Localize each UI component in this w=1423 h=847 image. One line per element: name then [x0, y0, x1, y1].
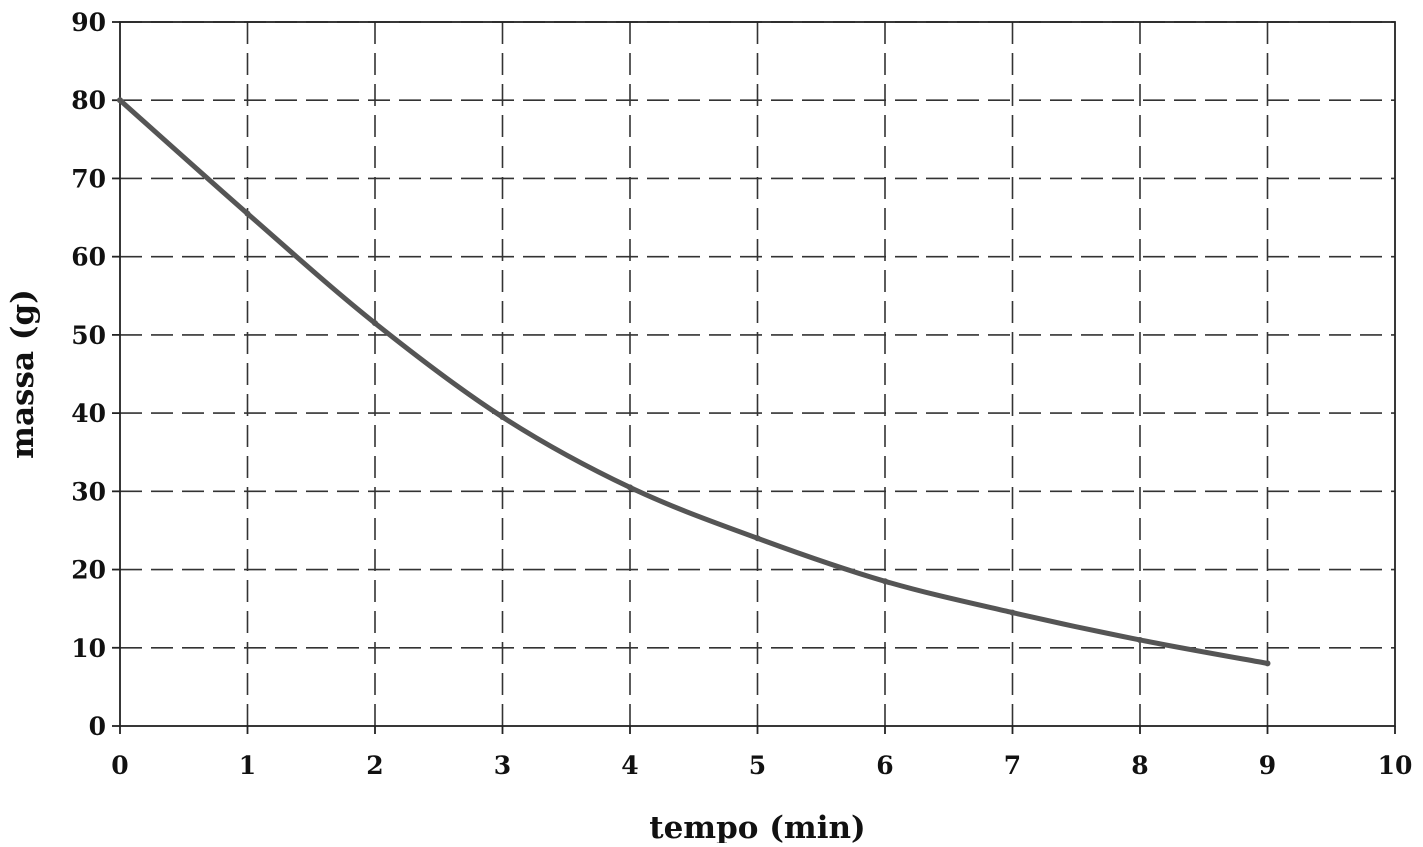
data-point [882, 578, 888, 585]
data-point [627, 484, 633, 491]
y-tick-label: 40 [71, 399, 106, 428]
x-tick-labels: 0 1 2 3 4 5 6 7 8 9 10 [111, 751, 1412, 780]
axes [112, 21, 1396, 734]
data-point [1264, 660, 1271, 667]
x-tick-label: 0 [111, 751, 128, 780]
y-axis-title: massa (g) [5, 289, 41, 459]
y-tick-label: 50 [71, 321, 106, 350]
x-tick-label: 4 [621, 751, 638, 780]
data-point [244, 210, 251, 217]
series-layer [117, 97, 1271, 667]
x-tick-label: 10 [1378, 751, 1413, 780]
x-tick-label: 3 [494, 751, 511, 780]
x-tick-label: 5 [749, 751, 766, 780]
y-tick-label: 80 [71, 86, 106, 115]
data-point [1137, 636, 1143, 643]
y-tick-label: 90 [71, 8, 106, 37]
data-point [372, 320, 378, 327]
y-tick-labels: 0 10 20 30 40 50 60 70 80 90 [71, 8, 106, 741]
x-tick-label: 2 [366, 751, 383, 780]
x-tick-label: 1 [239, 751, 256, 780]
y-tick-label: 20 [71, 556, 106, 585]
data-point [117, 97, 123, 104]
data-point [1009, 609, 1016, 616]
data-point [754, 535, 761, 542]
x-tick-label: 6 [876, 751, 893, 780]
grid [120, 21, 1395, 726]
x-tick-label: 7 [1004, 751, 1021, 780]
y-tick-label: 70 [71, 164, 106, 193]
y-tick-label: 10 [71, 634, 106, 663]
data-point [499, 414, 506, 421]
y-tick-label: 0 [89, 712, 106, 741]
x-tick-label: 8 [1131, 751, 1148, 780]
y-tick-label: 30 [71, 477, 106, 506]
x-axis-title: tempo (min) [649, 810, 865, 843]
x-tick-label: 9 [1259, 751, 1276, 780]
series-line [117, 97, 1270, 666]
y-tick-label: 60 [71, 243, 106, 272]
